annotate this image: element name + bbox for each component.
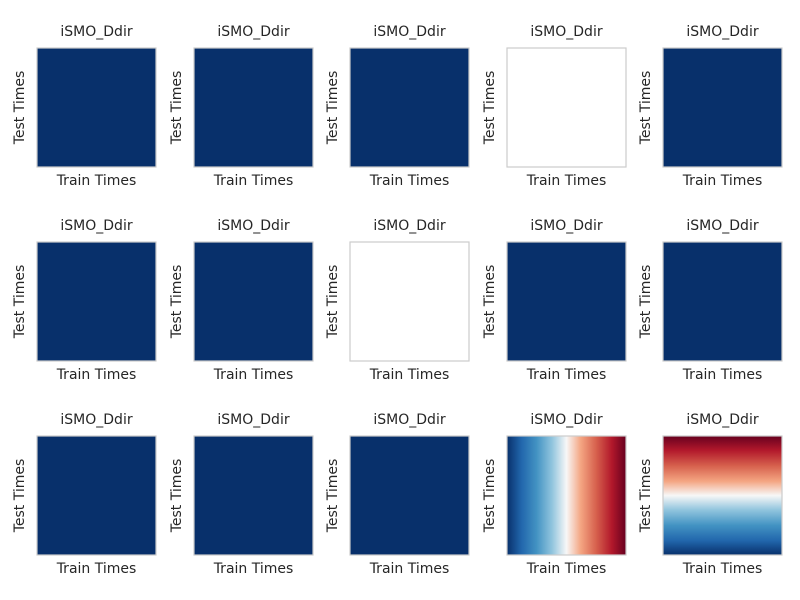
heatmap-panel: iSMO_Ddir Train Times Test Times	[482, 412, 627, 577]
panel-title: iSMO_Ddir	[373, 218, 445, 234]
x-axis-label: Train Times	[369, 367, 450, 383]
y-axis-label: Test Times	[325, 459, 341, 534]
heatmap-panel: iSMO_Ddir Train Times Test Times	[482, 218, 627, 383]
heatmap-cell	[506, 435, 627, 556]
heatmap-panel: iSMO_Ddir Train Times Test Times	[169, 218, 314, 383]
heatmap-panel: iSMO_Ddir Train Times Test Times	[325, 218, 470, 383]
heatmap-cell	[349, 435, 470, 556]
heatmap-panel: iSMO_Ddir Train Times Test Times	[325, 412, 470, 577]
heatmap-panel: iSMO_Ddir Train Times Test Times	[482, 24, 627, 189]
heatmap-cell	[193, 47, 314, 168]
y-axis-label: Test Times	[12, 459, 28, 534]
x-axis-label: Train Times	[213, 367, 294, 383]
heatmap-cell	[349, 241, 470, 362]
x-axis-label: Train Times	[369, 561, 450, 577]
heatmap-cell	[36, 435, 157, 556]
panel-title: iSMO_Ddir	[217, 24, 289, 40]
y-axis-label: Test Times	[638, 459, 654, 534]
heatmap-cell	[349, 47, 470, 168]
x-axis-label: Train Times	[213, 173, 294, 189]
heatmap-panel: iSMO_Ddir Train Times Test Times	[12, 218, 157, 383]
panel-title: iSMO_Ddir	[60, 24, 132, 40]
y-axis-label: Test Times	[169, 71, 185, 146]
heatmap-cell	[193, 435, 314, 556]
y-axis-label: Test Times	[482, 265, 498, 340]
x-axis-label: Train Times	[682, 561, 763, 577]
heatmap-panel: iSMO_Ddir Train Times Test Times	[325, 24, 470, 189]
heatmap-cell	[662, 47, 783, 168]
panel-title: iSMO_Ddir	[530, 412, 602, 428]
x-axis-label: Train Times	[369, 173, 450, 189]
heatmap-panel: iSMO_Ddir Train Times Test Times	[12, 412, 157, 577]
panel-title: iSMO_Ddir	[686, 24, 758, 40]
x-axis-label: Train Times	[213, 561, 294, 577]
panel-title: iSMO_Ddir	[530, 24, 602, 40]
x-axis-label: Train Times	[682, 173, 763, 189]
y-axis-label: Test Times	[325, 265, 341, 340]
y-axis-label: Test Times	[482, 71, 498, 146]
heatmap-cell	[506, 241, 627, 362]
heatmap-cell	[193, 241, 314, 362]
panel-title: iSMO_Ddir	[217, 412, 289, 428]
panel-title: iSMO_Ddir	[373, 24, 445, 40]
heatmap-panel: iSMO_Ddir Train Times Test Times	[169, 24, 314, 189]
panel-title: iSMO_Ddir	[60, 218, 132, 234]
heatmap-cell	[662, 241, 783, 362]
panels-layer: iSMO_Ddir Train Times Test Times iSMO_Ddir T…	[12, 24, 783, 577]
panel-title: iSMO_Ddir	[686, 218, 758, 234]
y-axis-label: Test Times	[638, 265, 654, 340]
x-axis-label: Train Times	[526, 561, 607, 577]
x-axis-label: Train Times	[56, 367, 137, 383]
panel-title: iSMO_Ddir	[373, 412, 445, 428]
heatmap-cell	[506, 47, 627, 168]
panel-title: iSMO_Ddir	[217, 218, 289, 234]
x-axis-label: Train Times	[56, 173, 137, 189]
heatmap-cell	[662, 435, 783, 556]
panel-title: iSMO_Ddir	[60, 412, 132, 428]
y-axis-label: Test Times	[482, 459, 498, 534]
y-axis-label: Test Times	[638, 71, 654, 146]
heatmap-panel: iSMO_Ddir Train Times Test Times	[638, 218, 783, 383]
x-axis-label: Train Times	[526, 173, 607, 189]
heatmap-panel: iSMO_Ddir Train Times Test Times	[12, 24, 157, 189]
heatmap-panel: iSMO_Ddir Train Times Test Times	[638, 24, 783, 189]
x-axis-label: Train Times	[56, 561, 137, 577]
heatmap-cell	[36, 47, 157, 168]
panel-title: iSMO_Ddir	[686, 412, 758, 428]
y-axis-label: Test Times	[169, 265, 185, 340]
y-axis-label: Test Times	[12, 71, 28, 146]
heatmap-cell	[36, 241, 157, 362]
heatmap-panel: iSMO_Ddir Train Times Test Times	[638, 412, 783, 577]
x-axis-label: Train Times	[682, 367, 763, 383]
panel-title: iSMO_Ddir	[530, 218, 602, 234]
y-axis-label: Test Times	[12, 265, 28, 340]
y-axis-label: Test Times	[325, 71, 341, 146]
heatmap-panel: iSMO_Ddir Train Times Test Times	[169, 412, 314, 577]
x-axis-label: Train Times	[526, 367, 607, 383]
y-axis-label: Test Times	[169, 459, 185, 534]
